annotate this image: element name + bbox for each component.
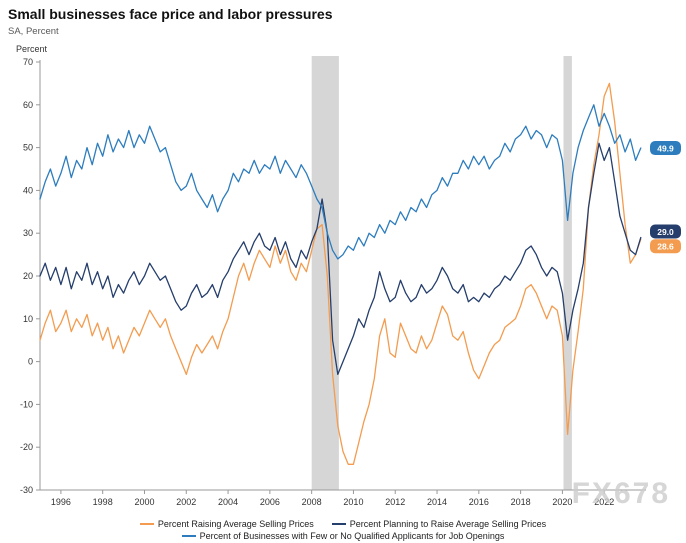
svg-text:2020: 2020 [552,497,572,507]
legend-swatch-navy [331,523,346,525]
svg-text:20: 20 [23,271,33,281]
svg-text:2022: 2022 [594,497,614,507]
svg-text:2004: 2004 [218,497,238,507]
svg-text:40: 40 [23,185,33,195]
series-line [39,82,642,465]
svg-text:49.9: 49.9 [657,144,674,154]
svg-text:-10: -10 [20,399,33,409]
series-line [39,104,642,260]
svg-text:2016: 2016 [469,497,489,507]
svg-text:50: 50 [23,143,33,153]
svg-text:2000: 2000 [134,497,154,507]
end-value-pill [650,141,681,156]
legend-swatch-orange [139,523,154,525]
page-title: Small businesses face price and labor pr… [8,6,333,22]
legend-row-1: Percent Raising Average Selling Prices P… [139,519,547,529]
svg-text:2012: 2012 [385,497,405,507]
svg-text:2010: 2010 [343,497,363,507]
svg-text:60: 60 [23,100,33,110]
end-value-pill [650,239,681,254]
svg-text:1996: 1996 [51,497,71,507]
recession-band [563,56,572,490]
svg-text:10: 10 [23,314,33,324]
svg-text:-30: -30 [20,485,33,495]
svg-text:0: 0 [28,357,33,367]
svg-text:30: 30 [23,228,33,238]
svg-text:2006: 2006 [260,497,280,507]
legend-item-planning-prices: Percent Planning to Raise Average Sellin… [331,519,547,529]
svg-text:2008: 2008 [302,497,322,507]
svg-text:2014: 2014 [427,497,447,507]
svg-text:29.0: 29.0 [657,227,674,237]
chart-legend: Percent Raising Average Selling Prices P… [0,519,686,541]
svg-text:1998: 1998 [93,497,113,507]
legend-label: Percent Planning to Raise Average Sellin… [349,519,547,529]
series-line [39,142,642,376]
legend-swatch-blue [181,535,196,537]
svg-text:-20: -20 [20,442,33,452]
legend-label: Percent of Businesses with Few or No Qua… [199,531,505,541]
svg-text:2002: 2002 [176,497,196,507]
recession-band [311,56,339,490]
legend-row-2: Percent of Businesses with Few or No Qua… [181,531,505,541]
svg-text:28.6: 28.6 [657,242,674,252]
legend-item-qualified-applicants: Percent of Businesses with Few or No Qua… [181,531,505,541]
svg-text:70: 70 [23,57,33,67]
end-value-pill [650,224,681,239]
legend-item-raising-prices: Percent Raising Average Selling Prices [139,519,314,529]
svg-text:2018: 2018 [511,497,531,507]
y-axis-unit-label: Percent [16,44,48,54]
chart-subtitle: SA, Percent [8,26,59,37]
legend-label: Percent Raising Average Selling Prices [157,519,314,529]
